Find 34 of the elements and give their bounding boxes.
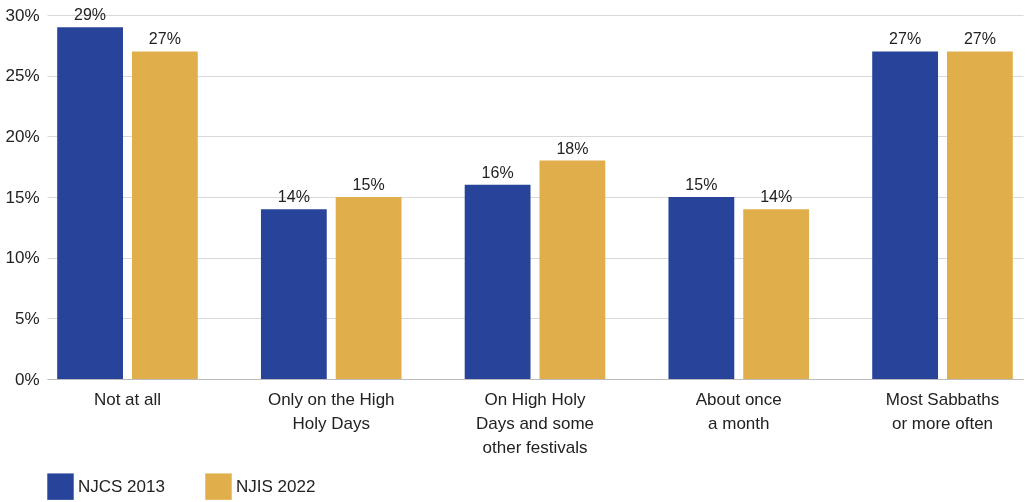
bar [539, 160, 606, 379]
bar [743, 209, 810, 379]
y-tick-label: 15% [5, 187, 40, 207]
y-tick-label: 20% [5, 126, 40, 146]
bar [872, 51, 939, 379]
data-label: 27% [963, 30, 996, 48]
y-tick-label: 25% [5, 66, 40, 86]
bar [57, 27, 123, 379]
y-tick-label: 10% [5, 248, 40, 268]
x-tick-label: Only on the High Holy Days [267, 389, 395, 433]
bar [668, 197, 735, 379]
legend-label: NJCS 2013 [78, 476, 165, 496]
bar [335, 197, 402, 379]
bar [947, 51, 1013, 379]
bar [260, 209, 327, 379]
data-label: 18% [556, 139, 589, 157]
data-label: 15% [685, 176, 718, 193]
bar [464, 184, 531, 379]
data-label: 14% [760, 188, 793, 206]
y-tick-label: 30% [5, 5, 40, 25]
data-label: 16% [481, 163, 514, 181]
x-tick-label: On High Holy Days and some other festivals [475, 389, 595, 457]
y-tick-label: 5% [14, 308, 40, 328]
data-label: 15% [352, 176, 385, 193]
bar [131, 51, 198, 379]
data-label: 27% [148, 30, 181, 48]
x-tick-label: About once a month [695, 389, 782, 433]
x-tick-label: Most Sabbaths or more often [885, 389, 1000, 433]
data-label: 29% [74, 6, 107, 24]
x-tick-label: Not at all [93, 389, 162, 409]
y-tick-label: 0% [14, 369, 40, 389]
data-label: 14% [277, 188, 310, 206]
legend-label: NJIS 2022 [236, 476, 316, 496]
data-label: 27% [889, 30, 922, 48]
